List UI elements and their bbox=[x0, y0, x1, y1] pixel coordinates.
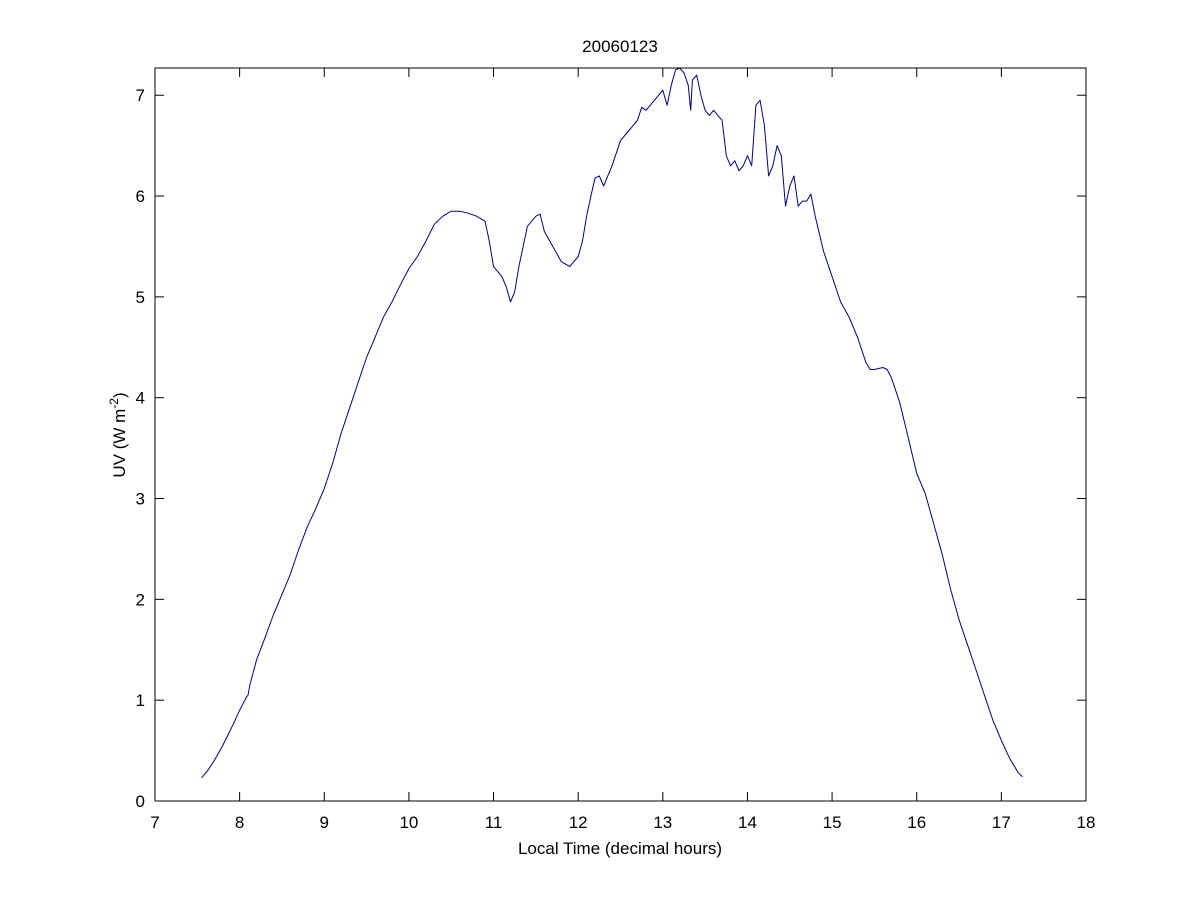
y-tick-label: 4 bbox=[136, 389, 145, 408]
x-tick-label: 17 bbox=[992, 813, 1011, 832]
x-tick-label: 16 bbox=[907, 813, 926, 832]
uv-series-line bbox=[201, 67, 1023, 779]
series-layer bbox=[201, 67, 1023, 779]
y-tick-label: 6 bbox=[136, 187, 145, 206]
y-tick-label: 2 bbox=[136, 590, 145, 609]
y-tick-label: 5 bbox=[136, 288, 145, 307]
y-axis-label: UV (W m-2) bbox=[107, 392, 129, 477]
x-tick-label: 18 bbox=[1077, 813, 1096, 832]
x-tick-label: 9 bbox=[320, 813, 329, 832]
plot-area bbox=[155, 68, 1086, 801]
y-axis-label-close: ) bbox=[110, 392, 129, 398]
x-tick-label: 13 bbox=[653, 813, 672, 832]
x-tick-label: 14 bbox=[738, 813, 757, 832]
y-tick-labels: 0 1 2 3 4 5 6 7 bbox=[136, 86, 145, 811]
x-tick-label: 15 bbox=[823, 813, 842, 832]
y-tick-label: 3 bbox=[136, 490, 145, 509]
y-axis-label-superscript: -2 bbox=[107, 398, 121, 409]
x-tick-labels: 7 8 9 10 11 12 13 14 15 16 17 18 bbox=[150, 813, 1095, 832]
x-tick-label: 10 bbox=[399, 813, 418, 832]
x-tick-label: 11 bbox=[485, 813, 503, 832]
x-axis-label: Local Time (decimal hours) bbox=[518, 839, 722, 858]
x-tick-label: 7 bbox=[150, 813, 159, 832]
y-axis-label-main: UV (W m bbox=[110, 409, 129, 478]
chart-title: 20060123 bbox=[582, 37, 658, 56]
y-tick-label: 1 bbox=[136, 691, 145, 710]
axes-box bbox=[154, 67, 1087, 802]
x-tick-label: 12 bbox=[569, 813, 588, 832]
y-tick-label: 0 bbox=[136, 792, 145, 811]
y-tick-label: 7 bbox=[136, 86, 145, 105]
x-tick-label: 8 bbox=[235, 813, 244, 832]
